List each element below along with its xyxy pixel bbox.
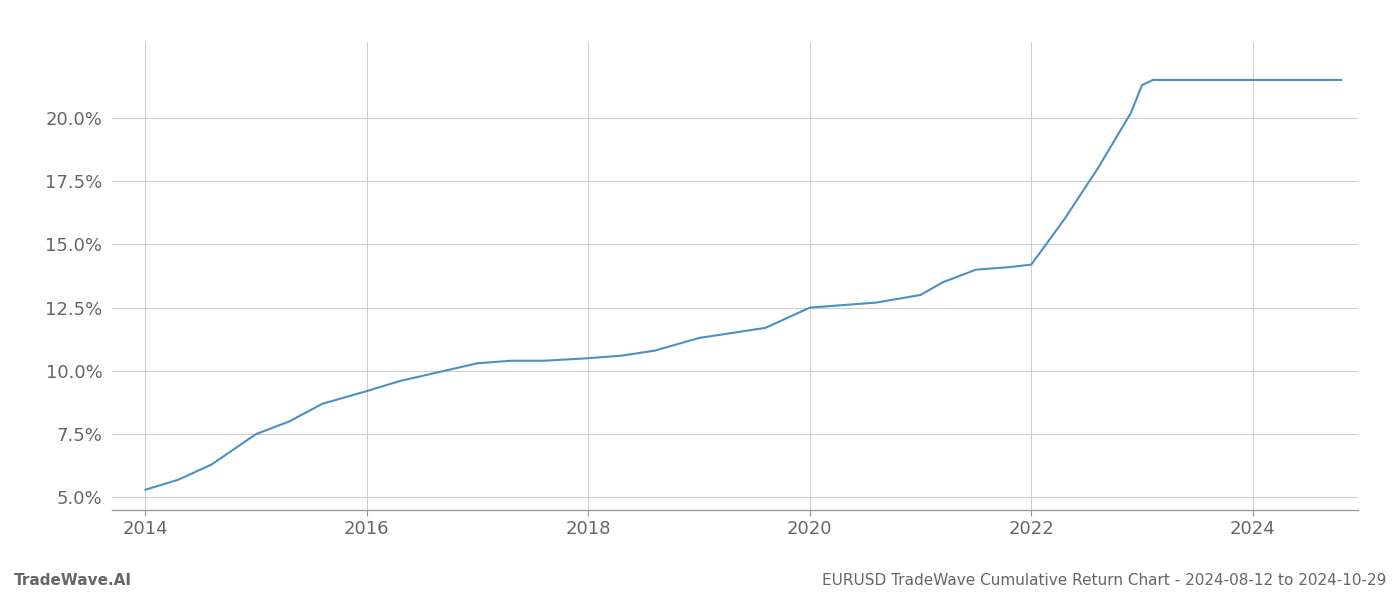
Text: EURUSD TradeWave Cumulative Return Chart - 2024-08-12 to 2024-10-29: EURUSD TradeWave Cumulative Return Chart…: [822, 573, 1386, 588]
Text: TradeWave.AI: TradeWave.AI: [14, 573, 132, 588]
